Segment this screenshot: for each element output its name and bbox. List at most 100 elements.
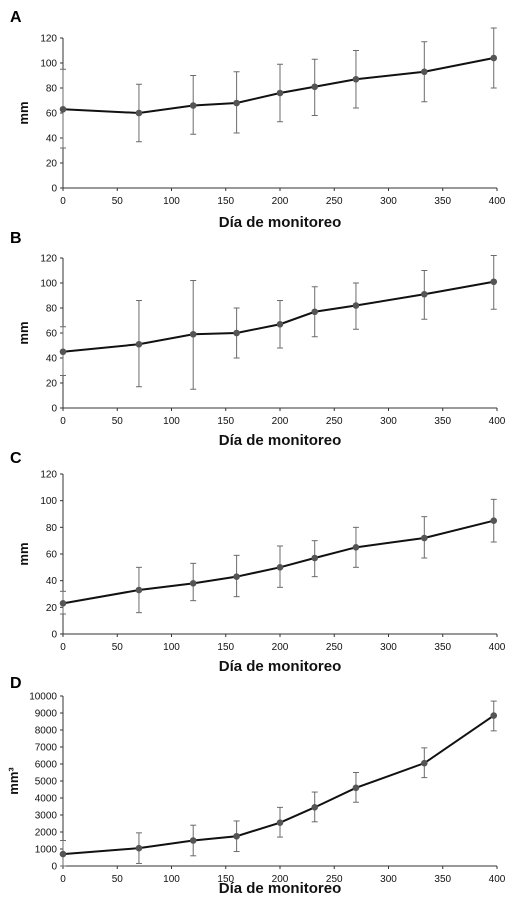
data-point [59, 850, 67, 858]
y-tick-label: 8000 [35, 726, 58, 737]
y-tick-label: 40 [46, 576, 58, 587]
x-tick-label: 0 [60, 196, 66, 207]
x-tick-label: 150 [217, 642, 234, 653]
data-point [189, 330, 197, 338]
data-point [421, 68, 428, 76]
panel-letter: C [10, 450, 22, 467]
x-tick-label: 50 [112, 642, 124, 653]
data-point [233, 99, 240, 107]
x-tick-label: 100 [163, 642, 180, 653]
y-tick-label: 7000 [35, 743, 58, 754]
data-point [59, 105, 67, 113]
chart-panel-c: C 0 20 40 60 80 100 120 0 50 100 150 200 250 300 350 400… [10, 450, 506, 675]
x-tick-label: 350 [434, 196, 451, 207]
y-tick-label: 40 [46, 354, 58, 365]
x-tick-label: 300 [380, 196, 397, 207]
x-tick-label: 400 [489, 874, 506, 885]
y-tick-label: 60 [46, 109, 58, 120]
y-tick-label: 20 [46, 379, 58, 390]
data-point [233, 329, 240, 337]
y-tick-label: 40 [46, 134, 58, 145]
y-tick-label: 100 [40, 279, 57, 290]
x-tick-label: 250 [326, 874, 343, 885]
y-tick-label: 9000 [35, 709, 58, 720]
x-tick-label: 200 [272, 416, 289, 427]
x-tick-label: 300 [380, 642, 397, 653]
y-tick-label: 1000 [35, 845, 58, 856]
y-tick-label: 60 [46, 329, 58, 340]
series-line [62, 280, 494, 353]
panel-letter: B [10, 230, 22, 247]
x-axis-label: Día de monitoreo [219, 658, 342, 675]
y-tick-label: 120 [40, 34, 57, 45]
x-tick-label: 0 [60, 642, 66, 653]
y-tick-label: 4000 [35, 794, 58, 805]
x-axis-label: Día de monitoreo [219, 880, 342, 897]
series-line [62, 519, 494, 605]
x-tick-label: 0 [60, 874, 66, 885]
x-tick-label: 150 [217, 416, 234, 427]
y-tick-label: 100 [40, 496, 57, 507]
data-point [490, 54, 498, 62]
data-point [59, 348, 67, 356]
x-tick-label: 250 [326, 642, 343, 653]
panel-letter: D [10, 675, 22, 692]
series-line [62, 57, 494, 115]
chart-panel-b: B 0 20 40 60 80 100 120 0 50 100 150 200 250 300 350 400… [10, 230, 506, 449]
y-axis-label: mm [16, 542, 31, 565]
y-tick-label: 5000 [35, 777, 58, 788]
data-point [311, 554, 319, 562]
x-tick-label: 100 [163, 416, 180, 427]
y-axis-label: mm [16, 321, 31, 344]
data-point [311, 804, 319, 811]
data-point [135, 844, 143, 852]
y-tick-label: 20 [46, 603, 58, 614]
x-tick-label: 250 [326, 196, 343, 207]
y-tick-label: 6000 [35, 760, 58, 771]
data-point [352, 302, 360, 309]
data-point [421, 534, 428, 542]
data-point [490, 278, 498, 286]
data-point [421, 759, 428, 767]
y-tick-label: 0 [51, 184, 57, 195]
x-tick-label: 300 [380, 874, 397, 885]
x-tick-label: 400 [489, 196, 506, 207]
data-point [189, 102, 197, 109]
x-axis-label: Día de monitoreo [219, 214, 342, 231]
data-point [311, 83, 319, 91]
x-axis-label: Día de monitoreo [219, 432, 342, 449]
y-tick-label: 120 [40, 254, 57, 265]
y-tick-label: 3000 [35, 811, 58, 822]
x-tick-label: 300 [380, 416, 397, 427]
y-tick-label: 10000 [29, 692, 57, 703]
data-point [135, 340, 143, 348]
data-point [352, 784, 360, 792]
data-point [352, 544, 360, 551]
y-tick-label: 80 [46, 523, 58, 534]
data-point [276, 320, 284, 328]
data-point [233, 832, 240, 840]
data-point [189, 837, 197, 844]
x-tick-label: 100 [163, 196, 180, 207]
data-point [59, 600, 67, 607]
data-point [311, 308, 319, 316]
x-tick-label: 0 [60, 416, 66, 427]
x-tick-label: 400 [489, 642, 506, 653]
data-point [189, 580, 197, 587]
panel-letter: A [10, 9, 22, 26]
chart-panel-d: D010002000300040005000600070008000900010… [6, 675, 506, 897]
y-tick-label: 80 [46, 84, 58, 95]
data-point [135, 109, 143, 117]
chart-panel-a: A 0 20 40 60 80 100 120 0 50 100 150 200 250 300 350 400… [10, 9, 506, 231]
y-tick-label: 0 [51, 404, 57, 415]
x-tick-label: 50 [112, 196, 124, 207]
y-tick-label: 0 [51, 862, 57, 873]
data-point [276, 819, 284, 826]
data-point [352, 75, 360, 83]
x-tick-label: 150 [217, 196, 234, 207]
x-tick-label: 150 [217, 874, 234, 885]
data-point [490, 712, 498, 719]
x-tick-label: 50 [112, 416, 124, 427]
x-tick-label: 250 [326, 416, 343, 427]
